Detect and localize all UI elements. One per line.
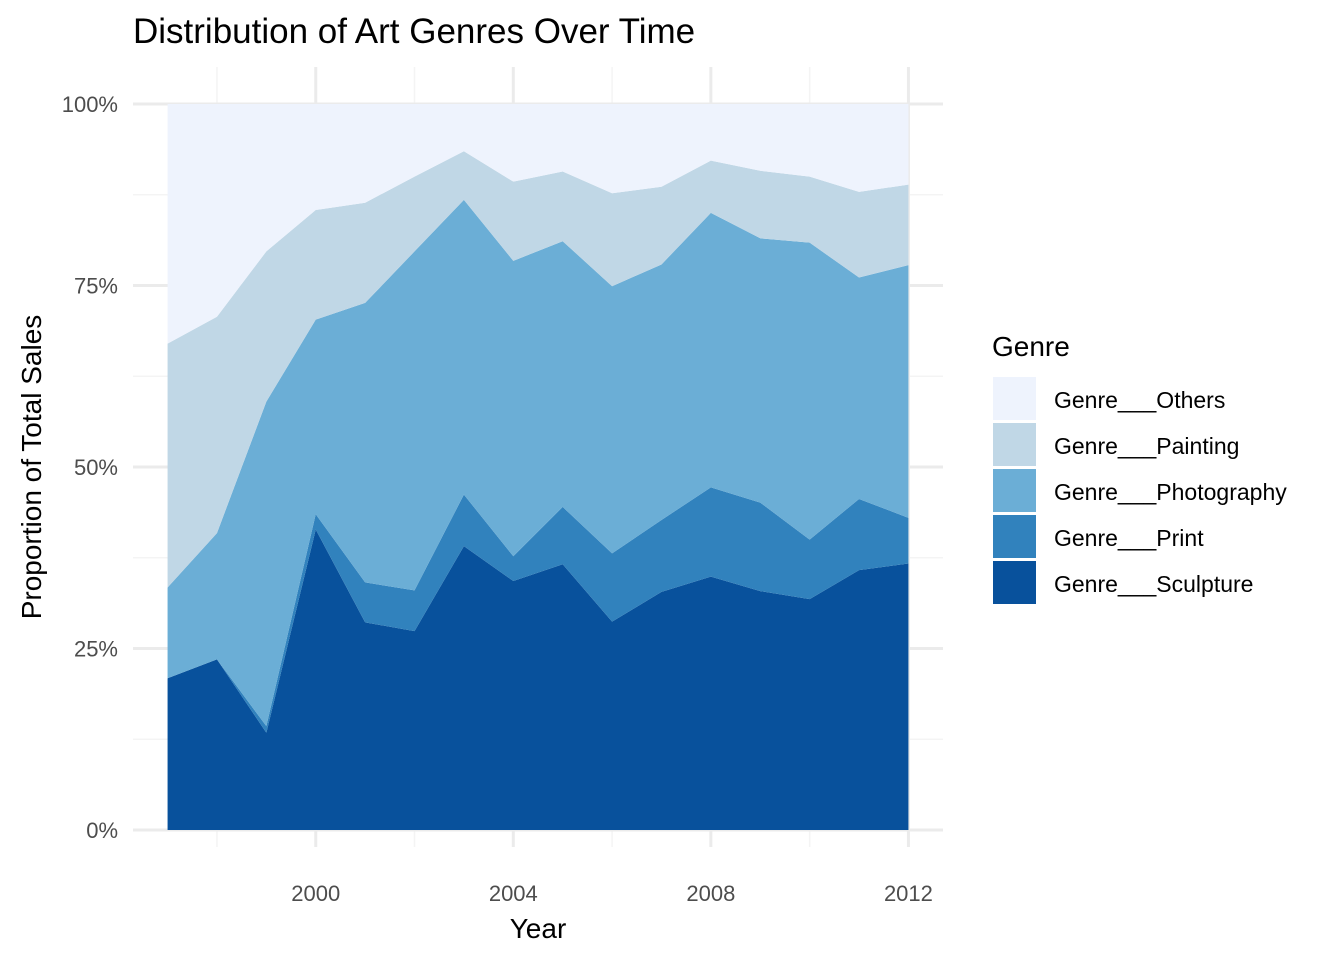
- stacked-areas: [167, 104, 909, 830]
- legend-title: Genre: [992, 331, 1070, 362]
- y-tick-label: 50%: [74, 455, 118, 480]
- x-tick-label: 2004: [489, 881, 538, 906]
- y-tick-label: 100%: [62, 92, 118, 117]
- x-tick-label: 2000: [291, 881, 340, 906]
- y-tick-label: 75%: [74, 274, 118, 299]
- legend-label-genre-print: Genre___Print: [1054, 525, 1204, 551]
- legend-key-genre-print: [993, 515, 1036, 558]
- y-axis-ticks: 0% 25% 50% 75% 100%: [62, 92, 118, 843]
- y-axis-title: Proportion of Total Sales: [16, 315, 47, 620]
- chart-title: Distribution of Art Genres Over Time: [133, 12, 695, 51]
- legend-label-genre-others: Genre___Others: [1054, 387, 1225, 413]
- area-genre-painting: [167, 151, 909, 588]
- legend-label-genre-sculpture: Genre___Sculpture: [1054, 571, 1253, 597]
- legend: Genre Genre___OthersGenre___PaintingGenr…: [992, 331, 1287, 604]
- legend-key-genre-others: [993, 377, 1036, 420]
- legend-label-genre-photography: Genre___Photography: [1054, 479, 1287, 505]
- legend-key-genre-photography: [993, 469, 1036, 512]
- x-axis-title: Year: [510, 913, 567, 944]
- y-tick-label: 0%: [86, 818, 118, 843]
- area-genre-others: [167, 104, 909, 344]
- x-tick-label: 2008: [686, 881, 735, 906]
- x-tick-label: 2012: [884, 881, 933, 906]
- area-genre-print: [167, 487, 909, 733]
- area-genre-sculpture: [167, 529, 909, 830]
- legend-key-genre-painting: [993, 423, 1036, 466]
- x-axis-ticks: 2000 2004 2008 2012: [291, 881, 933, 906]
- area-genre-photography: [167, 199, 909, 727]
- legend-label-genre-painting: Genre___Painting: [1054, 433, 1239, 459]
- y-tick-label: 25%: [74, 637, 118, 662]
- legend-key-genre-sculpture: [993, 561, 1036, 604]
- legend-items: Genre___Others Genre___Painting Genre___Ph…: [993, 377, 1287, 604]
